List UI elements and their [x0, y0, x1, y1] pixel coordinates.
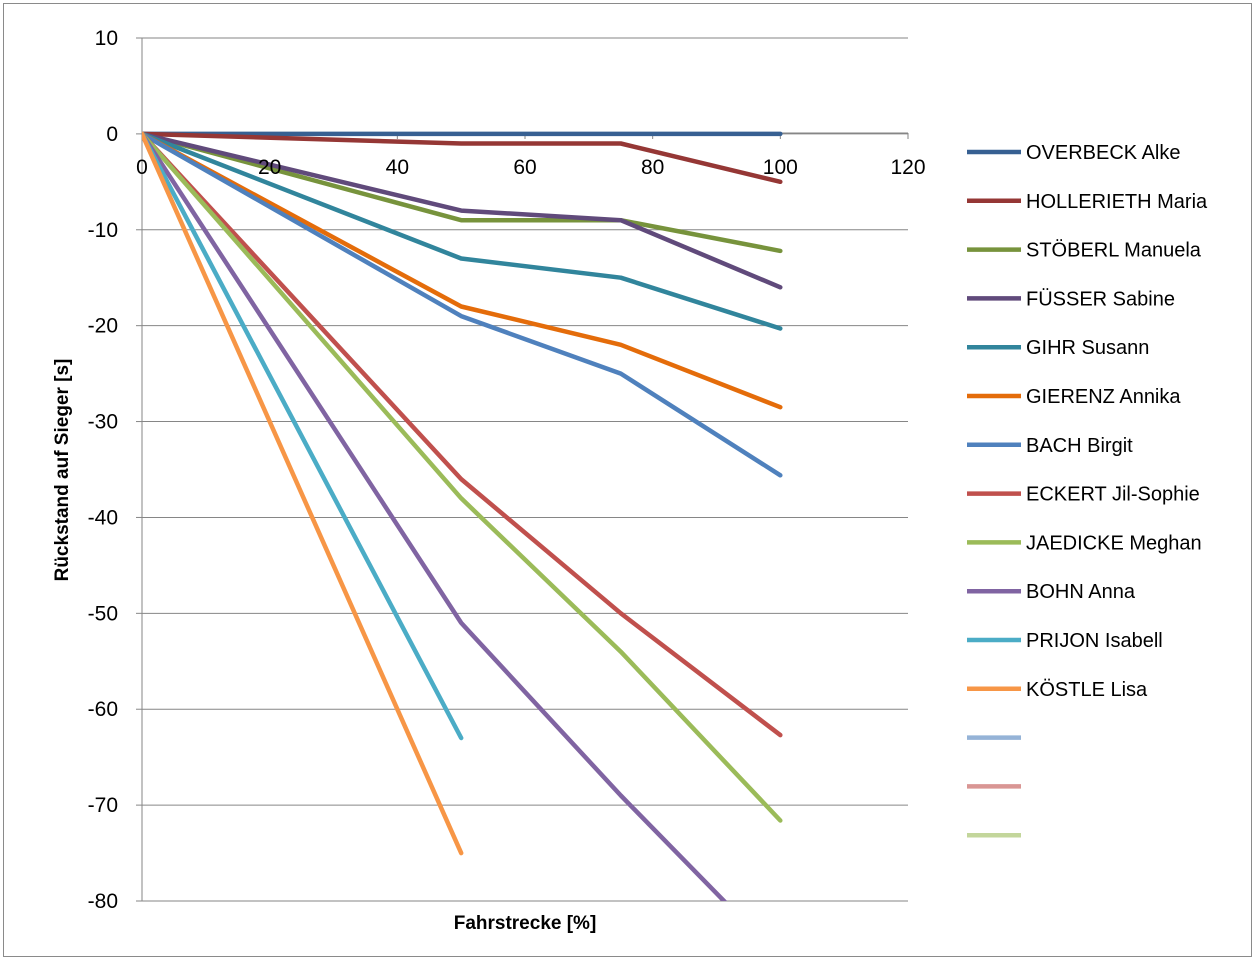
y-tick-label: -70	[88, 794, 118, 817]
legend-label-8: ECKERT Jil-Sophie	[1026, 484, 1200, 506]
series-line-4	[142, 131, 783, 290]
series-line-2	[142, 131, 783, 185]
series-line-12	[142, 131, 464, 856]
legend-label-6: GIERENZ Annika	[1026, 386, 1181, 408]
series-line-11	[142, 131, 464, 741]
series-line-8	[142, 131, 783, 738]
x-tick-label: 80	[641, 156, 664, 179]
y-axis-tick-labels: 10 0 -10 -20 -30 -40 -50 -60 -70 -80	[88, 27, 118, 913]
legend-label-4: FÜSSER Sabine	[1026, 288, 1175, 310]
legend-label-1: OVERBECK Alke	[1026, 142, 1181, 164]
y-tick-label: -60	[88, 698, 118, 721]
y-tick-label: -40	[88, 506, 118, 529]
legend-label-5: GIHR Susann	[1026, 337, 1149, 359]
x-tick-label: 40	[386, 156, 409, 179]
x-tick-label: 20	[258, 156, 281, 179]
series-lines	[142, 131, 783, 901]
x-tick-label: 120	[890, 156, 925, 179]
legend-label-9: JAEDICKE Meghan	[1026, 532, 1202, 554]
y-tick-label: 0	[106, 123, 118, 146]
series-line-5	[142, 131, 783, 331]
legend-label-12: KÖSTLE Lisa	[1026, 679, 1148, 701]
y-axis-title: Rückstand auf Sieger [s]	[52, 359, 73, 582]
y-tick-label: -50	[88, 602, 118, 625]
y-tick-label: -30	[88, 411, 118, 434]
legend-label-2: HOLLERIETH Maria	[1026, 191, 1208, 213]
series-line-9	[142, 131, 783, 823]
legend: OVERBECK Alke HOLLERIETH Maria STÖBERL Man…	[967, 142, 1208, 838]
x-tick-label: 60	[513, 156, 536, 179]
legend-label-10: BOHN Anna	[1026, 581, 1136, 603]
x-tick-label: 0	[136, 156, 148, 179]
legend-label-3: STÖBERL Manuela	[1026, 240, 1202, 262]
x-axis-tick-labels: 0 20 40 60 80 100 120	[136, 156, 925, 179]
x-tick-label: 100	[763, 156, 798, 179]
legend-label-11: PRIJON Isabell	[1026, 630, 1163, 652]
series-line-3	[142, 131, 783, 254]
series-line-6	[142, 131, 783, 410]
y-tick-label: -10	[88, 219, 118, 242]
series-line-10	[142, 131, 728, 901]
y-tick-label: 10	[95, 27, 118, 50]
legend-label-7: BACH Birgit	[1026, 435, 1133, 457]
x-axis-title: Fahrstrecke [%]	[454, 913, 597, 934]
y-tick-label: -20	[88, 315, 118, 338]
y-tick-label: -80	[88, 890, 118, 913]
series-line-7	[142, 131, 783, 478]
